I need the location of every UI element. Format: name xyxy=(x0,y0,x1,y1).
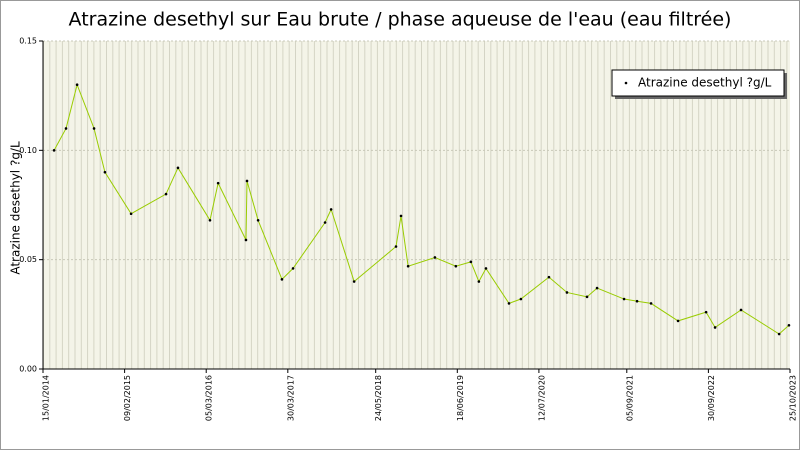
data-point xyxy=(352,280,356,283)
data-point xyxy=(469,260,473,264)
data-point xyxy=(565,291,569,294)
data-point xyxy=(595,286,599,290)
data-point xyxy=(245,179,249,183)
x-tick-label: 18/06/2019 xyxy=(456,375,465,421)
x-tick-label: 15/01/2014 xyxy=(42,375,51,421)
data-point xyxy=(519,297,523,301)
data-point xyxy=(103,170,107,174)
data-point xyxy=(216,181,220,185)
data-point xyxy=(477,280,481,283)
data-point xyxy=(507,302,511,305)
data-point xyxy=(454,264,458,268)
data-point xyxy=(635,299,639,303)
x-tick-label: 30/09/2022 xyxy=(707,375,716,421)
legend-label: Atrazine desethyl ?g/L xyxy=(638,76,772,90)
x-tick-label: 24/05/2018 xyxy=(374,375,383,421)
data-point xyxy=(75,83,79,87)
y-tick-label: 0.10 xyxy=(19,146,37,155)
y-tick-label: 0.00 xyxy=(19,365,37,374)
data-point xyxy=(329,208,333,211)
x-tick-label: 30/03/2017 xyxy=(286,375,295,421)
data-point xyxy=(585,295,589,299)
chart-title: Atrazine desethyl sur Eau brute / phase … xyxy=(69,9,732,31)
data-point xyxy=(176,166,180,170)
data-point xyxy=(649,302,653,305)
x-tick-label: 05/03/2016 xyxy=(205,375,214,421)
data-point xyxy=(244,238,248,242)
data-point xyxy=(92,127,96,130)
y-tick-label: 0.05 xyxy=(19,255,37,264)
data-point xyxy=(406,264,410,268)
legend-marker xyxy=(624,81,628,85)
data-point xyxy=(291,267,295,270)
data-point xyxy=(622,297,626,301)
data-point xyxy=(739,308,743,312)
data-point xyxy=(323,221,327,224)
data-point xyxy=(713,326,717,329)
data-point xyxy=(394,245,398,248)
data-point xyxy=(256,219,260,222)
data-point xyxy=(399,214,403,218)
legend-box xyxy=(611,69,785,97)
legend: Atrazine desethyl ?g/L xyxy=(611,69,787,99)
data-point xyxy=(164,192,168,196)
y-axis-label: Atrazine desethyl ?g/L xyxy=(9,141,23,275)
x-tick-label: 05/09/2021 xyxy=(625,375,634,421)
data-point xyxy=(777,332,781,336)
data-point xyxy=(484,267,488,270)
data-point xyxy=(52,149,56,152)
data-point xyxy=(280,278,284,281)
data-point xyxy=(129,212,133,216)
y-tick-label: 0.15 xyxy=(19,37,37,46)
data-point xyxy=(704,310,708,314)
data-point xyxy=(787,323,791,327)
data-point xyxy=(208,219,212,222)
x-tick-label: 25/10/2023 xyxy=(789,375,798,421)
data-point xyxy=(64,127,68,130)
data-point xyxy=(676,319,680,323)
x-tick-label: 09/02/2015 xyxy=(123,375,132,421)
data-point xyxy=(433,256,437,259)
data-point xyxy=(547,275,551,279)
x-tick-label: 12/07/2020 xyxy=(537,375,546,421)
